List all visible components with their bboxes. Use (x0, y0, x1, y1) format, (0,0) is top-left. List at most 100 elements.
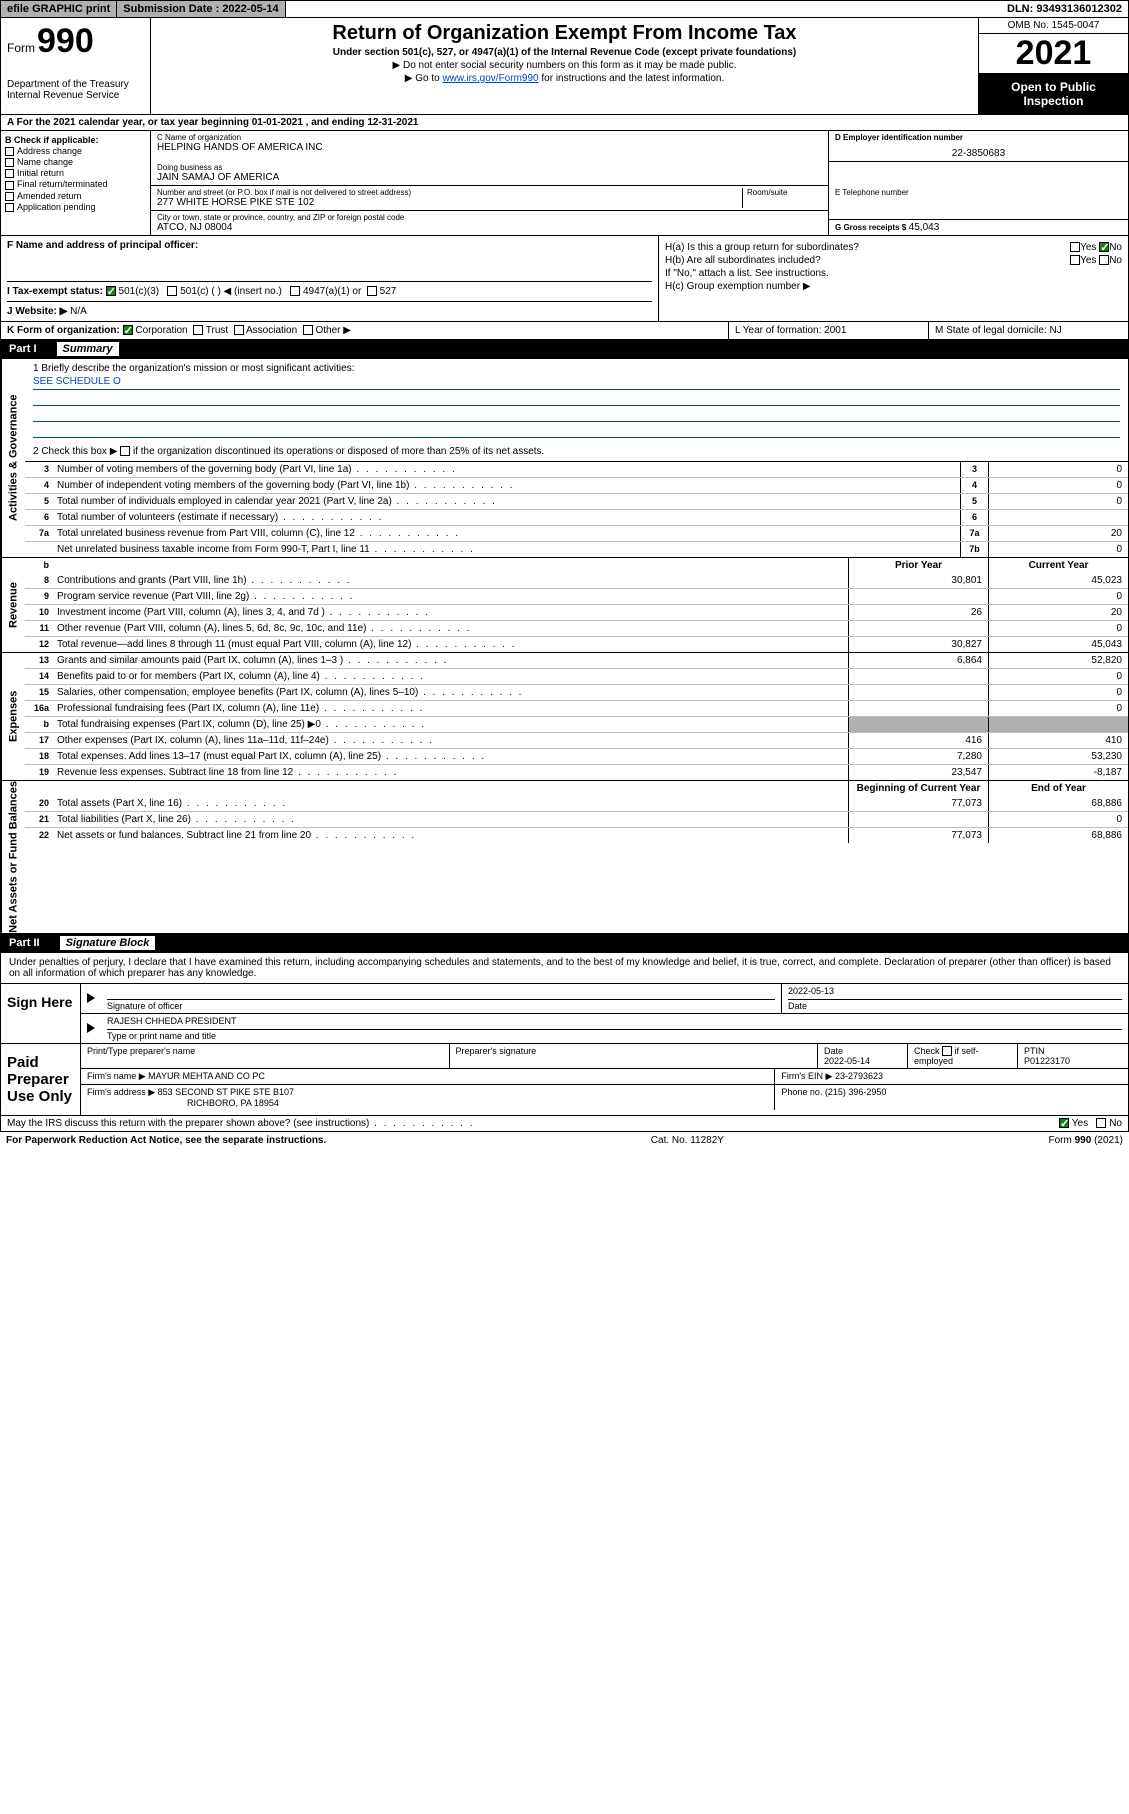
chk-ha-yes[interactable] (1070, 242, 1080, 252)
efile-print-button[interactable]: efile GRAPHIC print (1, 1, 117, 17)
line-box: 6 (960, 510, 988, 525)
room-label: Room/suite (747, 188, 822, 197)
note-link-post: for instructions and the latest informat… (539, 73, 725, 84)
table-line: 20Total assets (Part X, line 16)77,07368… (25, 796, 1128, 811)
chk-initial-return[interactable] (5, 169, 14, 178)
chk-self-emp[interactable] (942, 1046, 952, 1056)
opt-other: Other ▶ (315, 325, 350, 336)
line-prior (848, 685, 988, 700)
chk-final-return-terminated[interactable] (5, 181, 14, 190)
dba-label: Doing business as (157, 163, 822, 172)
chk-4947[interactable] (290, 286, 300, 296)
opt-527: 527 (380, 286, 397, 297)
firm-addr1: 853 SECOND ST PIKE STE B107 (158, 1087, 294, 1097)
chk-hb-no[interactable] (1099, 255, 1109, 265)
line-prior: 30,827 (848, 637, 988, 652)
line-num: 10 (25, 605, 53, 620)
summary-body: Activities & Governance 1 Briefly descri… (0, 359, 1129, 934)
officer-label: F Name and address of principal officer: (7, 240, 652, 251)
line-num: 12 (25, 637, 53, 652)
line-desc: Total liabilities (Part X, line 26) (53, 812, 848, 827)
mission-a: SEE SCHEDULE O (33, 376, 1120, 390)
omb-number: OMB No. 1545-0047 (979, 18, 1128, 34)
table-line: 19Revenue less expenses. Subtract line 1… (25, 764, 1128, 780)
addr: 277 WHITE HORSE PIKE STE 102 (157, 197, 742, 208)
state-domicile: M State of legal domicile: NJ (928, 322, 1128, 339)
block-bcde: B Check if applicable: Address changeNam… (0, 131, 1129, 236)
chk-other[interactable] (303, 325, 313, 335)
opt-501c3: 501(c)(3) (119, 286, 160, 297)
q2-pre: 2 Check this box ▶ (33, 446, 117, 457)
chk-hb-yes[interactable] (1070, 255, 1080, 265)
chk-amended-return[interactable] (5, 192, 14, 201)
chk-527[interactable] (367, 286, 377, 296)
gross: 45,043 (909, 222, 940, 233)
line-num: 20 (25, 796, 53, 811)
irs-link[interactable]: www.irs.gov/Form990 (442, 73, 538, 84)
ein: 22-3850683 (835, 148, 1122, 159)
line-desc: Contributions and grants (Part VIII, lin… (53, 573, 848, 588)
discuss-row: May the IRS discuss this return with the… (0, 1116, 1129, 1132)
part1-header: Part I Summary (0, 340, 1129, 359)
gov-section: Activities & Governance 1 Briefly descri… (1, 359, 1128, 558)
line-desc: Salaries, other compensation, employee b… (53, 685, 848, 700)
sig-name: RAJESH CHHEDA PRESIDENT (107, 1016, 1122, 1030)
line-prior (848, 701, 988, 716)
chk-corp[interactable] (123, 325, 133, 335)
chk-discuss-no[interactable] (1096, 1118, 1106, 1128)
line-val: 20 (988, 526, 1128, 541)
hb-note: If "No," attach a list. See instructions… (665, 268, 1122, 279)
exp-section: Expenses 13Grants and similar amounts pa… (1, 653, 1128, 781)
line-curr: 0 (988, 812, 1128, 827)
chk-application-pending[interactable] (5, 203, 14, 212)
colb-item: Address change (5, 146, 146, 156)
line-num: 21 (25, 812, 53, 827)
col-c-org: C Name of organization HELPING HANDS OF … (151, 131, 1128, 236)
form-subtitle: Under section 501(c), 527, or 4947(a)(1)… (157, 47, 972, 58)
arrow-icon (87, 993, 95, 1003)
line-box: 3 (960, 462, 988, 477)
sig-officer-label: Signature of officer (107, 1001, 182, 1011)
form-title: Return of Organization Exempt From Incom… (157, 22, 972, 45)
row-fh: F Name and address of principal officer:… (0, 236, 1129, 322)
line-val (988, 510, 1128, 525)
tel-label: E Telephone number (835, 188, 1122, 197)
chk-address-change[interactable] (5, 147, 14, 156)
line-desc: Grants and similar amounts paid (Part IX… (53, 653, 848, 668)
chk-discuss-yes[interactable] (1059, 1118, 1069, 1128)
chk-discontinued[interactable] (120, 446, 130, 456)
firm-name: MAYUR MEHTA AND CO PC (148, 1071, 265, 1081)
line-curr: 0 (988, 685, 1128, 700)
chk-501c[interactable] (167, 286, 177, 296)
addr-label: Number and street (or P.O. box if mail i… (157, 188, 742, 197)
line-desc: Number of voting members of the governin… (53, 462, 960, 477)
rev-section: Revenue b Prior Year Current Year 8Contr… (1, 558, 1128, 653)
chk-name-change[interactable] (5, 158, 14, 167)
line-num: 8 (25, 573, 53, 588)
line-num (25, 542, 53, 557)
paid-preparer-block: Paid Preparer Use Only Print/Type prepar… (0, 1044, 1129, 1116)
line-desc: Revenue less expenses. Subtract line 18 … (53, 765, 848, 780)
discuss-no: No (1109, 1118, 1122, 1129)
hdr-b: b (25, 558, 53, 573)
line-curr: 0 (988, 701, 1128, 716)
dept-treasury: Department of the Treasury Internal Reve… (7, 79, 144, 101)
chk-trust[interactable] (193, 325, 203, 335)
net-section: Net Assets or Fund Balances Beginning of… (1, 781, 1128, 933)
line-prior: 77,073 (848, 828, 988, 843)
org-name: HELPING HANDS OF AMERICA INC (157, 142, 822, 153)
dln: DLN: 93493136012302 (1001, 1, 1128, 17)
table-line: 12Total revenue—add lines 8 through 11 (… (25, 636, 1128, 652)
table-line: 10Investment income (Part VIII, column (… (25, 604, 1128, 620)
chk-ha-no[interactable] (1099, 242, 1109, 252)
line-curr: 68,886 (988, 796, 1128, 811)
chk-assoc[interactable] (234, 325, 244, 335)
table-line: 15Salaries, other compensation, employee… (25, 684, 1128, 700)
line-prior: 7,280 (848, 749, 988, 764)
city: ATCO, NJ 08004 (157, 222, 822, 233)
chk-501c3[interactable] (106, 286, 116, 296)
dba: JAIN SAMAJ OF AMERICA (157, 172, 822, 183)
colb-item: Final return/terminated (5, 179, 146, 189)
row-klm: K Form of organization: Corporation Trus… (0, 322, 1129, 340)
note-link: ▶ Go to www.irs.gov/Form990 for instruct… (157, 73, 972, 84)
